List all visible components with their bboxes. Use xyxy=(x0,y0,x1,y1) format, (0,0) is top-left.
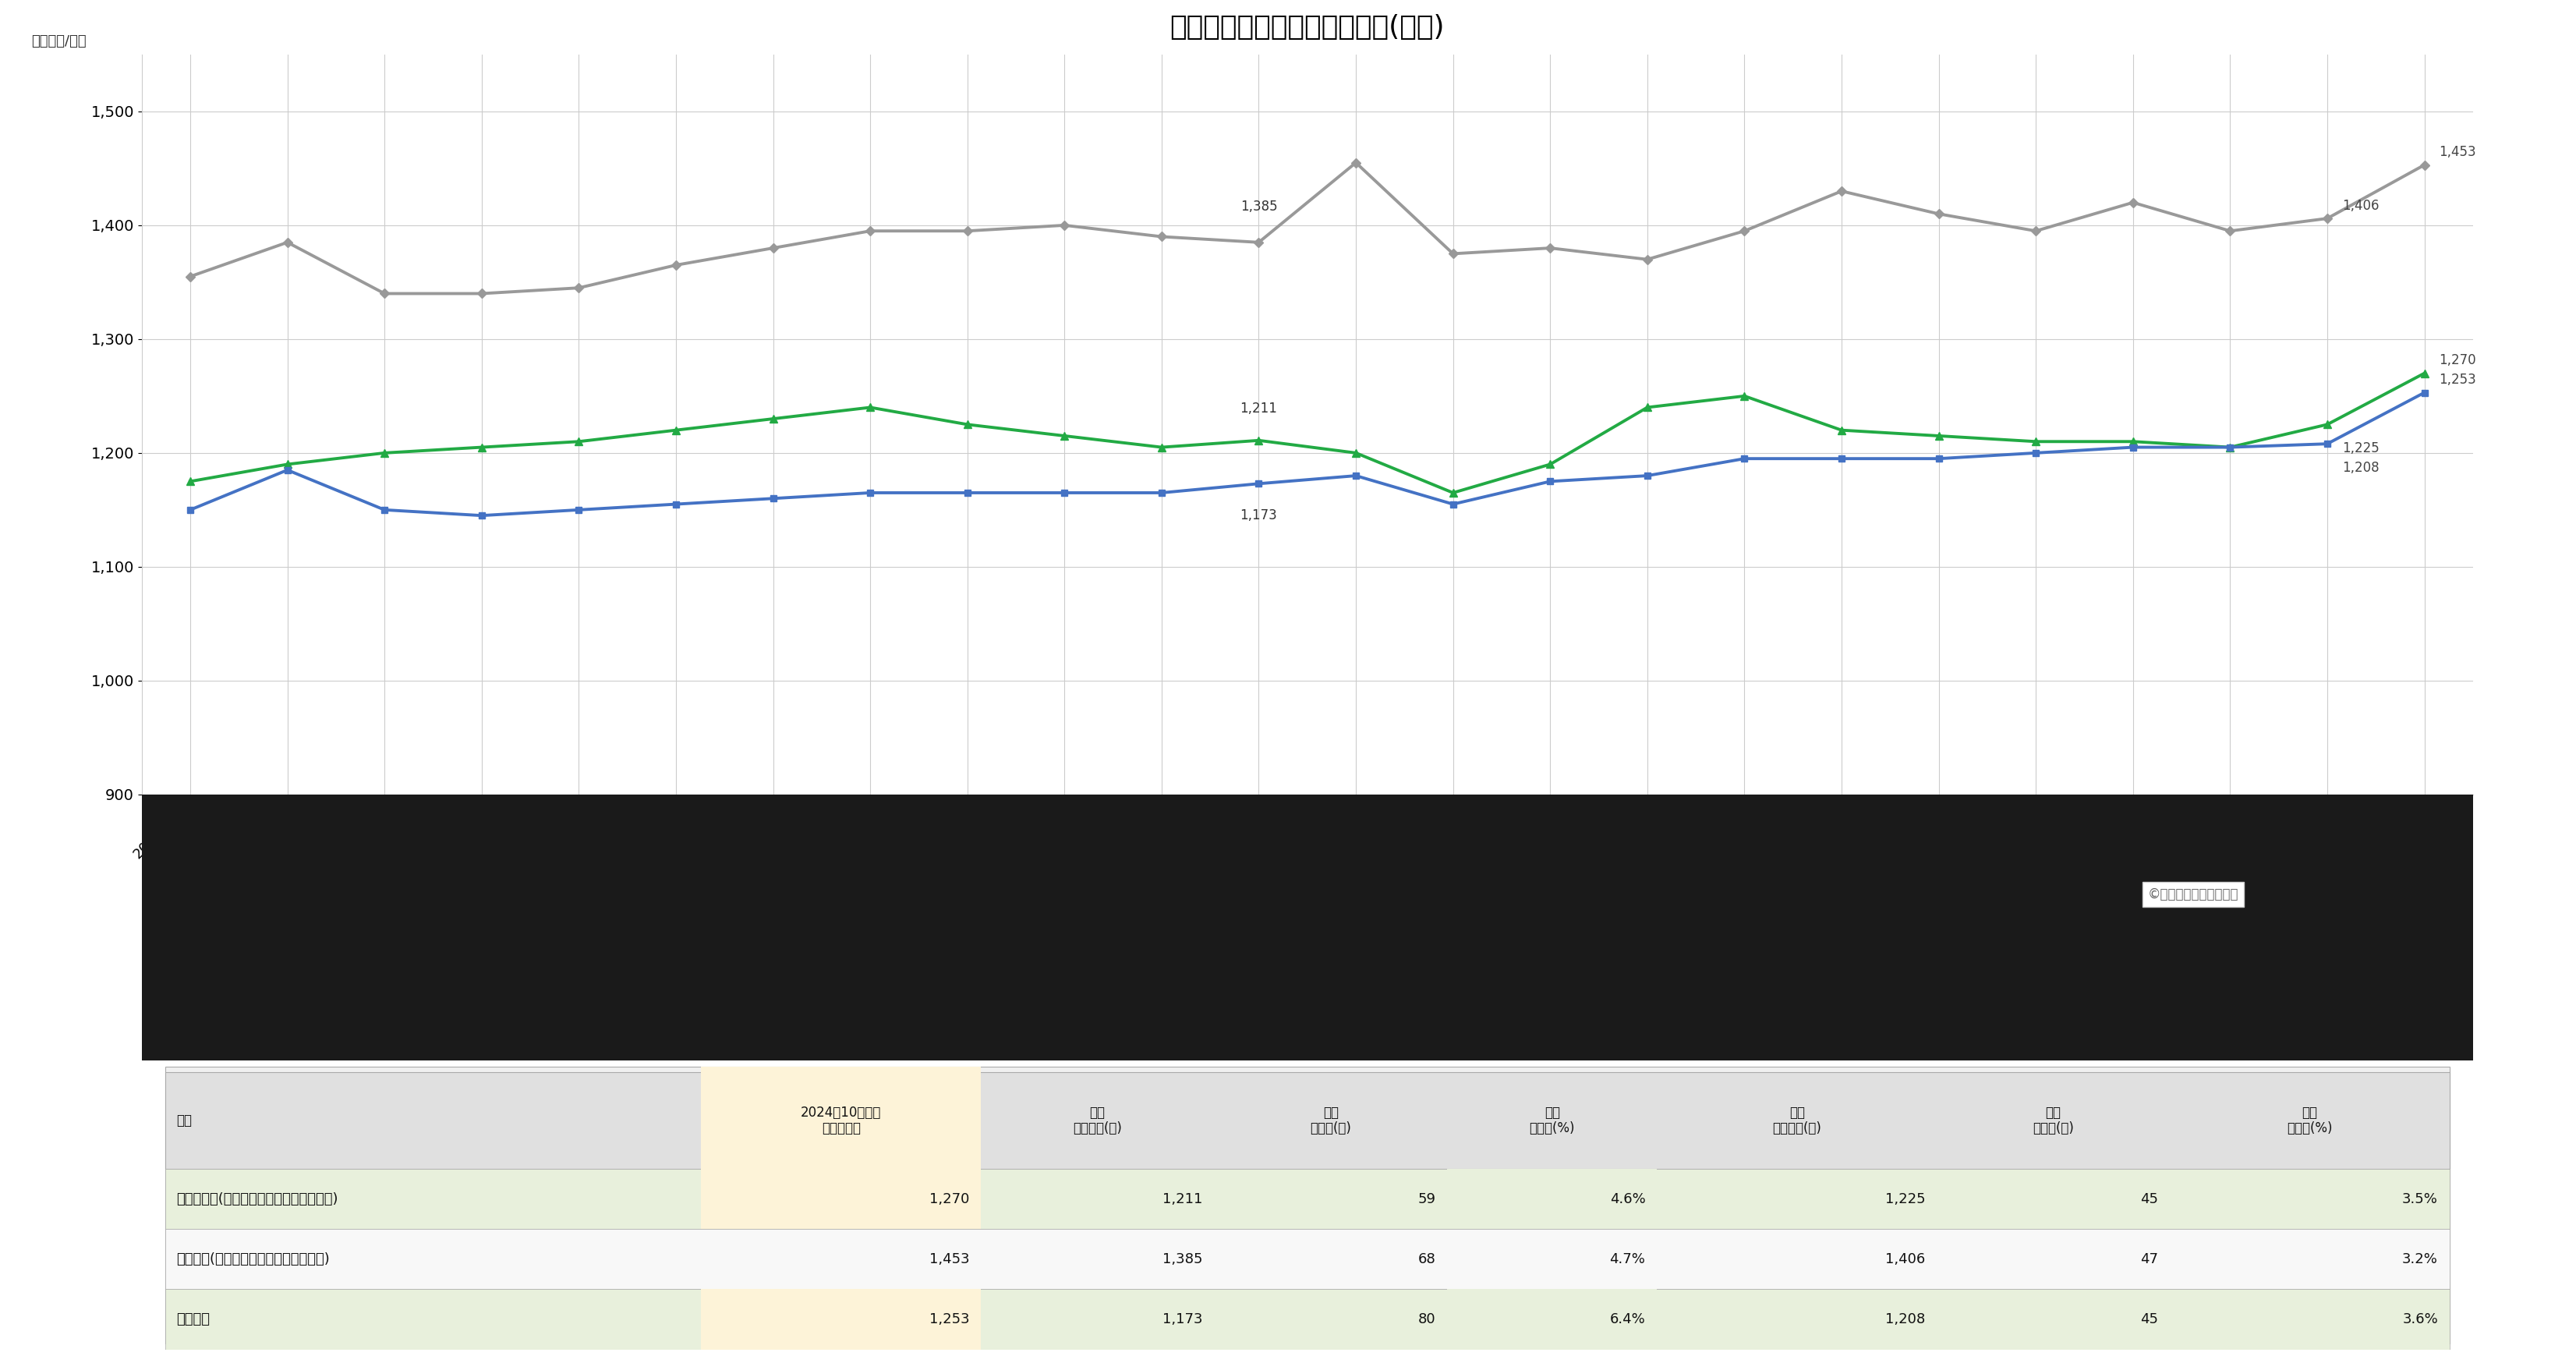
Text: 1,173: 1,173 xyxy=(1239,508,1278,523)
Text: 6.4%: 6.4% xyxy=(1610,1313,1646,1326)
Text: 3.5%: 3.5% xyxy=(2403,1193,2437,1206)
Text: 1,253: 1,253 xyxy=(930,1313,969,1326)
Text: 4.7%: 4.7% xyxy=(1610,1253,1646,1266)
Bar xyxy=(165,1289,2450,1349)
Text: 物流作業: 物流作業 xyxy=(178,1313,211,1326)
Text: 1,453: 1,453 xyxy=(930,1253,969,1266)
Text: ©船井総研ロジ株式会社: ©船井総研ロジ株式会社 xyxy=(2148,887,2239,901)
Text: 職種: 職種 xyxy=(178,1114,193,1127)
Bar xyxy=(701,1169,981,1229)
Text: 1,270: 1,270 xyxy=(2439,353,2476,368)
Text: 59: 59 xyxy=(1417,1193,1435,1206)
Text: 1,225: 1,225 xyxy=(1886,1193,1924,1206)
Text: 1,208: 1,208 xyxy=(2342,461,2380,474)
Bar xyxy=(701,1289,981,1349)
Text: 3.2%: 3.2% xyxy=(2403,1253,2437,1266)
Bar xyxy=(165,1229,2450,1289)
Text: 1,385: 1,385 xyxy=(1239,200,1278,214)
Text: 前月
増減額(円): 前月 増減額(円) xyxy=(2032,1105,2074,1135)
Text: 80: 80 xyxy=(1417,1313,1435,1326)
Text: 1,406: 1,406 xyxy=(2342,199,2378,213)
Text: ドライバー(中型・大型・バス・タクシー): ドライバー(中型・大型・バス・タクシー) xyxy=(178,1193,337,1206)
Bar xyxy=(165,1071,2450,1169)
Text: 47: 47 xyxy=(2141,1253,2159,1266)
Text: 4.6%: 4.6% xyxy=(1610,1193,1646,1206)
Text: 2024年10月平均
時給（円）: 2024年10月平均 時給（円） xyxy=(801,1105,881,1135)
Text: 1,270: 1,270 xyxy=(930,1193,969,1206)
Bar xyxy=(142,795,2473,1060)
Text: 1,208: 1,208 xyxy=(1886,1313,1924,1326)
Text: 1,211: 1,211 xyxy=(1162,1193,1203,1206)
Bar xyxy=(701,1066,981,1344)
Text: 単位：円/時間: 単位：円/時間 xyxy=(31,34,85,48)
Bar xyxy=(165,1066,2450,1344)
Text: ©船井総研ロジ株式会社: ©船井総研ロジ株式会社 xyxy=(2391,957,2473,969)
Text: 前年
増減額(円): 前年 増減額(円) xyxy=(1311,1105,1352,1135)
Text: 1,453: 1,453 xyxy=(2439,146,2476,159)
Title: アルバイト・パート平均時給(関西): アルバイト・パート平均時給(関西) xyxy=(1170,14,1445,41)
Bar xyxy=(1448,1169,1656,1229)
Bar xyxy=(165,1169,2450,1229)
Text: 3.6%: 3.6% xyxy=(2403,1313,2437,1326)
Text: 1,253: 1,253 xyxy=(2439,373,2476,387)
Text: 45: 45 xyxy=(2141,1193,2159,1206)
Legend: ドライバー（中型・大型・バス・タクシー）, 構内作業・フォークリフト, 物流作業: ドライバー（中型・大型・バス・タクシー）, 構内作業・フォークリフト, 物流作業 xyxy=(801,996,1347,1024)
Text: 45: 45 xyxy=(2141,1313,2159,1326)
Text: 1,406: 1,406 xyxy=(1886,1253,1924,1266)
Text: 1,173: 1,173 xyxy=(1162,1313,1203,1326)
Text: 前年
平均時給(円): 前年 平均時給(円) xyxy=(1074,1105,1123,1135)
Text: 68: 68 xyxy=(1417,1253,1435,1266)
Text: 前月
平均時給(円): 前月 平均時給(円) xyxy=(1772,1105,1821,1135)
Text: 前年
増減率(%): 前年 増減率(%) xyxy=(1530,1105,1574,1135)
Text: 1,385: 1,385 xyxy=(1162,1253,1203,1266)
Text: 1,211: 1,211 xyxy=(1239,401,1278,416)
Text: 前月
増減率(%): 前月 増減率(%) xyxy=(2287,1105,2334,1135)
Bar xyxy=(1448,1289,1656,1349)
Bar xyxy=(142,1060,2473,1349)
Text: 構内作業(フォークリフト等オペレータ): 構内作業(フォークリフト等オペレータ) xyxy=(178,1253,330,1266)
Text: 1,225: 1,225 xyxy=(2342,442,2380,455)
